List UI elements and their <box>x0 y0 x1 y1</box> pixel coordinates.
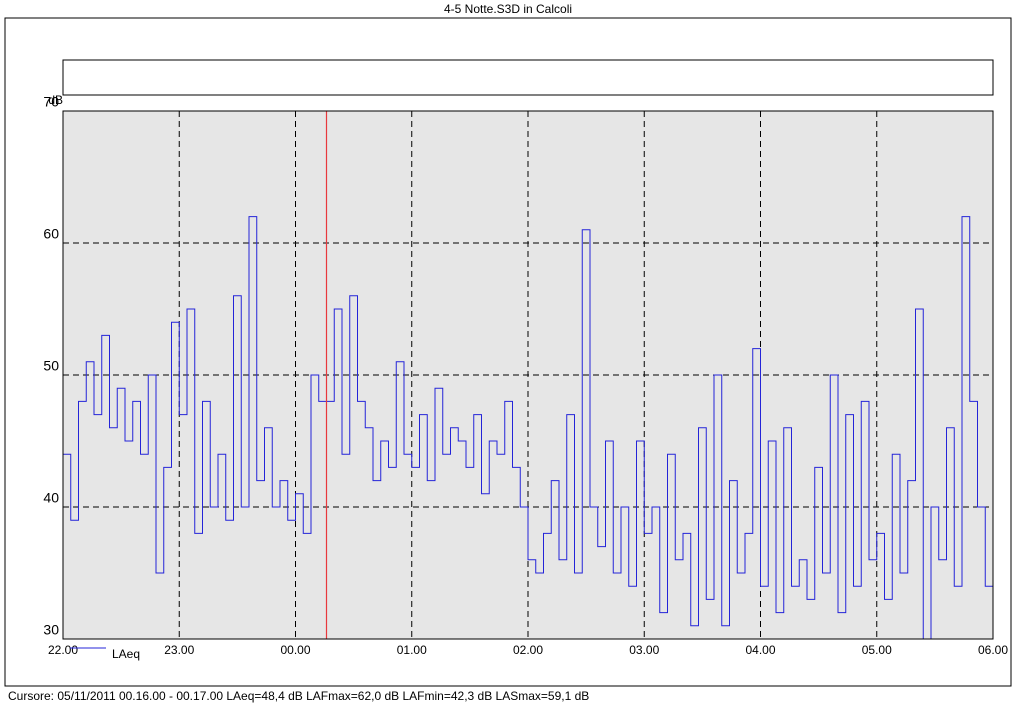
x-tick-label: 05.00 <box>862 643 892 657</box>
y-tick-label: 30 <box>43 622 59 638</box>
x-tick-label: 01.00 <box>397 643 427 657</box>
plot-border <box>62 110 994 640</box>
legend-label: LAeq <box>112 647 140 661</box>
x-tick-label: 00.00 <box>280 643 310 657</box>
info-box <box>62 59 994 96</box>
y-tick-label: 70 <box>43 94 59 110</box>
x-tick-label: 02.00 <box>513 643 543 657</box>
chart-title: 4-5 Notte.S3D in Calcoli <box>444 2 572 16</box>
x-tick-label: 23.00 <box>164 643 194 657</box>
cursor-text: Cursore: 05/11/2011 00.16.00 - 00.17.00 … <box>8 689 589 703</box>
data-line <box>63 216 993 640</box>
x-tick-label: 06.00 <box>978 643 1008 657</box>
y-tick-label: 40 <box>43 490 59 506</box>
x-tick-label: 22.00 <box>48 643 78 657</box>
y-axis-label: dB <box>48 93 63 107</box>
y-tick-label: 50 <box>43 358 59 374</box>
x-tick-label: 03.00 <box>629 643 659 657</box>
y-tick-label: 60 <box>43 226 59 242</box>
x-tick-label: 04.00 <box>745 643 775 657</box>
